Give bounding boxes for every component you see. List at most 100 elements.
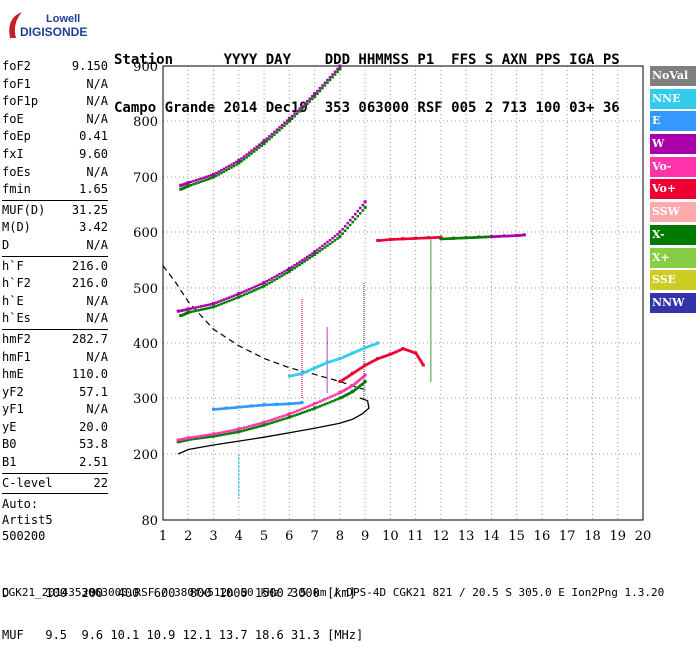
echo-dot [237,427,241,431]
echo-dot [357,349,361,352]
echo-dot [462,236,466,240]
echo-dot [293,373,296,377]
echo-dot [461,236,464,240]
echo-dot [290,415,294,418]
param-row: yE 20.0 [2,419,108,437]
param-name: D [2,237,10,252]
echo-dot [270,135,274,139]
echo-dot [235,160,238,164]
echo-dot [328,395,332,399]
echo-dot [295,413,299,416]
echo-dot [372,359,376,362]
echo-dot [283,417,286,421]
echo-dot [348,385,352,389]
echo-dot [232,294,236,297]
echo-dot [199,308,203,311]
legend-entry: X+ [650,247,696,268]
echo-dot [192,306,195,310]
echo-dot [343,388,347,392]
x-tick-label: 7 [310,529,318,544]
echo-dot [328,360,332,363]
echo-dot [247,151,251,154]
echo-dot [499,235,502,238]
echo-dot [270,132,274,136]
echo-dot [280,415,284,418]
echo-dot [303,105,306,108]
x-tick-label: 1 [159,529,167,544]
echo-dot [428,236,432,240]
ionospheric-parameters-panel: foF2 9.150 foF1 N/A foF1p N/A foE N/A foEp 0.41 fx… [2,58,108,544]
param-row: yF2 57.1 [2,384,108,402]
echo-dot [402,347,405,350]
echo-dot [336,358,339,361]
echo-dot [341,232,344,236]
echo-dot [404,237,408,241]
echo-dot [275,131,279,134]
echo-dot [255,423,258,426]
y-tick-label: 600 [133,226,158,241]
echo-dot [265,283,269,286]
echo-dot [323,84,327,87]
echo-dot [212,173,216,176]
param-name: foEp [2,129,31,144]
echo-dot [370,344,373,347]
echo-dot [207,177,210,181]
echo-dot [192,310,195,313]
echo-dot [251,404,255,408]
echo-dot [225,297,228,300]
echo-dot [500,235,504,238]
echo-dot [189,310,193,314]
echo-point [439,235,443,239]
echo-dot [237,162,241,165]
echo-dot [331,359,334,363]
echo-dot [318,246,322,250]
echo-dot [323,242,327,246]
echo-dot [452,237,456,240]
echo-dot [210,433,213,436]
echo-dot [361,203,365,207]
echo-dot [300,411,304,415]
echo-dot [252,426,256,430]
echo-dot [311,403,314,407]
echo-dot [199,305,203,308]
echo-dot [360,383,363,386]
echo-dot [231,406,234,410]
echo-dot [448,237,452,240]
echo-dot [230,406,233,410]
echo-dot [240,160,243,163]
echo-dot [383,238,386,242]
echo-dot [298,110,301,113]
echo-dot [298,412,301,415]
echo-dot [434,236,438,239]
echo-dot [278,126,281,129]
echo-dot [259,404,262,407]
echo-dot [471,236,474,239]
ionogram-chart: 1 2 3 4 5 6 7 8 9 10 11 12 13 14 15 16 17 18 19 20802003004… [133,60,651,544]
electron-density-profile [177,397,370,455]
echo-dot [415,237,419,240]
echo-dot [348,373,352,377]
echo-dot [260,403,264,407]
echo-dot [341,390,344,393]
y-tick-label: 900 [133,60,158,75]
echo-dot [285,271,289,275]
echo-dot [331,400,334,403]
echo-dot [210,306,213,309]
echo-dot [311,367,314,371]
echo-dot [255,145,258,148]
echo-dot [230,429,233,432]
echo-dot [290,114,294,118]
echo-dot [245,153,248,156]
echo-dot [250,427,253,430]
echo-dot [237,159,241,162]
echo-dot [285,119,289,122]
echo-dot [285,416,289,420]
echo-dot [297,401,300,405]
echo-dot [227,167,231,171]
echo-dot [311,94,314,98]
echo-dot [513,234,516,237]
echo-dot [330,360,333,363]
echo-dot [419,236,423,240]
echo-dot [366,362,370,366]
echo-dot [235,163,238,166]
